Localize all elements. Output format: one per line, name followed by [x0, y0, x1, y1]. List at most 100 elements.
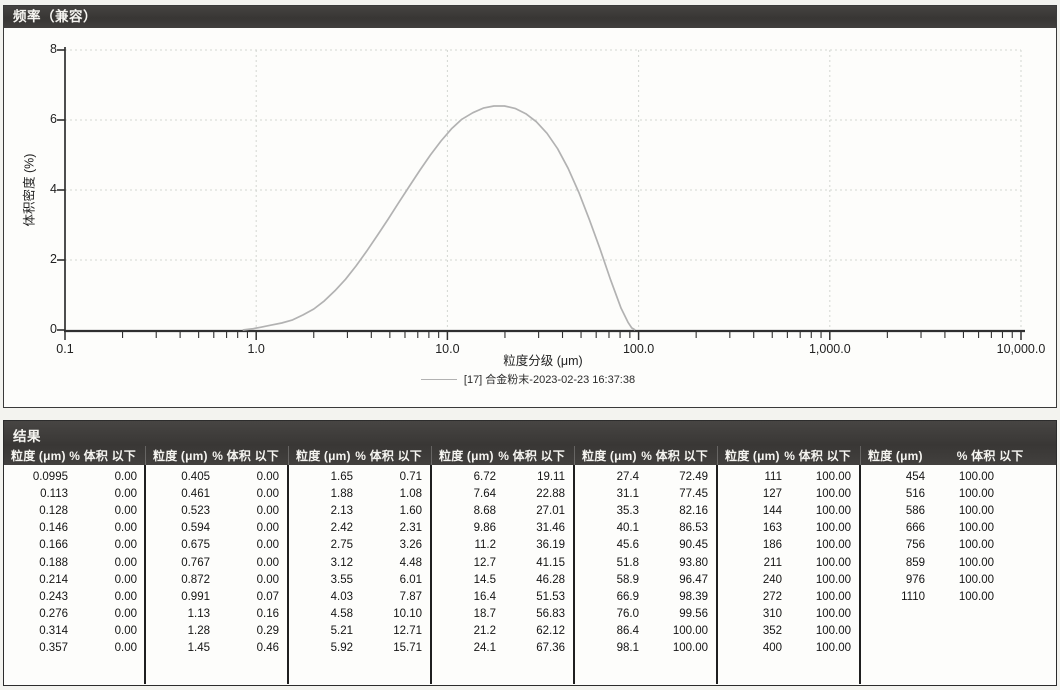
result-cell-pct: 77.45	[679, 487, 708, 500]
result-cell-size: 11.2	[474, 539, 496, 552]
column-header-size: 粒度 (μm)	[296, 449, 351, 463]
result-cell-size: 163	[762, 522, 782, 535]
result-cell-size: 14.5	[473, 573, 496, 586]
result-cell-pct: 0.00	[256, 539, 279, 552]
table-row: 859 100.00	[861, 554, 1056, 571]
result-cell-pct: 100.00	[958, 590, 994, 603]
table-row: 21.2 62.12	[432, 623, 573, 640]
result-cell-pct: 93.80	[679, 556, 708, 569]
result-cell-pct: 100.00	[958, 522, 994, 535]
result-cell-size: 756	[905, 539, 925, 552]
table-row: 40.1 86.53	[575, 520, 716, 537]
result-cell-pct: 100.00	[815, 539, 851, 552]
column-header-size: 粒度 (μm)	[725, 449, 780, 463]
table-row: 0.188 0.00	[4, 554, 144, 571]
column-header-pct: % 体积 以下	[498, 449, 565, 463]
result-cell-pct: 0.16	[256, 608, 279, 621]
result-cell-size: 0.146	[39, 522, 68, 535]
result-cell-size: 1.28	[187, 625, 210, 638]
result-cell-pct: 4.48	[399, 556, 422, 569]
column-group-header: 粒度 (μm)% 体积 以下	[4, 446, 146, 466]
result-cell-size: 0.276	[39, 608, 68, 621]
column-header-size: 粒度 (μm)	[868, 449, 923, 463]
result-cell-pct: 0.00	[114, 608, 137, 621]
result-cell-pct: 86.53	[679, 522, 708, 535]
result-cell-size: 0.0995	[32, 470, 68, 483]
result-cell-pct: 0.00	[114, 470, 137, 483]
result-cell-pct: 100.00	[958, 573, 994, 586]
result-cell-size: 16.4	[473, 590, 496, 603]
result-cell-size: 352	[762, 625, 782, 638]
result-cell-pct: 100.00	[815, 608, 851, 621]
result-cell-pct: 100.00	[815, 556, 851, 569]
result-cell-size: 0.523	[181, 504, 210, 517]
frequency-panel-titlebar: 频率（兼容）	[4, 6, 1056, 28]
table-row: 4.03 7.87	[289, 588, 430, 605]
table-row: 1.13 0.16	[146, 606, 287, 623]
result-cell-pct: 56.83	[536, 608, 565, 621]
result-cell-pct: 100.00	[958, 487, 994, 500]
result-cell-size: 0.767	[181, 556, 210, 569]
result-cell-pct: 0.29	[256, 625, 279, 638]
table-row: 86.4 100.00	[575, 623, 716, 640]
result-cell-pct: 100.00	[815, 522, 851, 535]
result-cell-pct: 2.31	[399, 522, 422, 535]
column-header-size: 粒度 (μm)	[153, 449, 208, 463]
result-cell-pct: 1.60	[399, 504, 422, 517]
result-cell-size: 98.1	[616, 642, 639, 655]
result-cell-size: 4.03	[330, 590, 353, 603]
column-group: 6.72 19.11 7.64 22.88 8.68 27.01 9.86 31.46 11.2…	[432, 465, 575, 684]
table-row: 756 100.00	[861, 537, 1056, 554]
result-cell-pct: 72.49	[679, 470, 708, 483]
result-cell-pct: 27.01	[536, 504, 565, 517]
table-row: 454 100.00	[861, 468, 1056, 485]
result-cell-size: 18.7	[473, 608, 496, 621]
result-cell-pct: 51.53	[536, 590, 565, 603]
result-cell-pct: 0.00	[256, 556, 279, 569]
result-cell-size: 7.64	[473, 487, 496, 500]
table-row: 45.6 90.45	[575, 537, 716, 554]
result-cell-pct: 22.88	[536, 487, 565, 500]
result-cell-size: 5.21	[330, 625, 353, 638]
result-cell-pct: 0.07	[256, 590, 279, 603]
results-panel-title: 结果	[13, 429, 41, 444]
result-cell-pct: 100.00	[815, 487, 851, 500]
x-tick-label: 10.0	[435, 342, 460, 356]
table-row: 51.8 93.80	[575, 554, 716, 571]
result-cell-size: 2.42	[330, 522, 353, 535]
y-tick-label: 0	[50, 322, 57, 336]
table-row: 58.9 96.47	[575, 571, 716, 588]
table-row: 16.4 51.53	[432, 588, 573, 605]
result-cell-pct: 0.00	[114, 625, 137, 638]
result-cell-size: 6.72	[473, 470, 496, 483]
result-cell-pct: 10.10	[393, 608, 422, 621]
table-row: 0.357 0.00	[4, 640, 144, 657]
table-row: 0.314 0.00	[4, 623, 144, 640]
table-row: 666 100.00	[861, 520, 1056, 537]
x-tick-label: 10,000.0	[996, 342, 1046, 356]
result-cell-pct: 100.00	[958, 539, 994, 552]
result-cell-size: 5.92	[330, 642, 353, 655]
result-cell-size: 516	[905, 487, 925, 500]
result-cell-size: 111	[764, 470, 782, 483]
result-cell-size: 76.0	[616, 608, 639, 621]
table-row: 127 100.00	[718, 485, 859, 502]
table-row: 9.86 31.46	[432, 520, 573, 537]
column-group: 27.4 72.49 31.1 77.45 35.3 82.16 40.1 86.53 45.6…	[575, 465, 718, 684]
table-row: 976 100.00	[861, 571, 1056, 588]
result-cell-size: 0.461	[181, 487, 210, 500]
table-row: 1.45 0.46	[146, 640, 287, 657]
result-cell-pct: 0.00	[114, 556, 137, 569]
frequency-distribution-curve	[242, 105, 636, 331]
chart-legend: [17] 合金粉末-2023-02-23 16:37:38	[4, 371, 1052, 387]
column-header-size: 粒度 (μm)	[11, 449, 66, 463]
table-row: 66.9 98.39	[575, 588, 716, 605]
table-row: 163 100.00	[718, 520, 859, 537]
result-cell-pct: 46.28	[536, 573, 565, 586]
table-row: 0.991 0.07	[146, 588, 287, 605]
column-header-pct: % 体积 以下	[212, 449, 279, 463]
frequency-curve-plot	[57, 47, 1025, 340]
table-row: 272 100.00	[718, 588, 859, 605]
result-cell-size: 0.128	[39, 504, 68, 517]
